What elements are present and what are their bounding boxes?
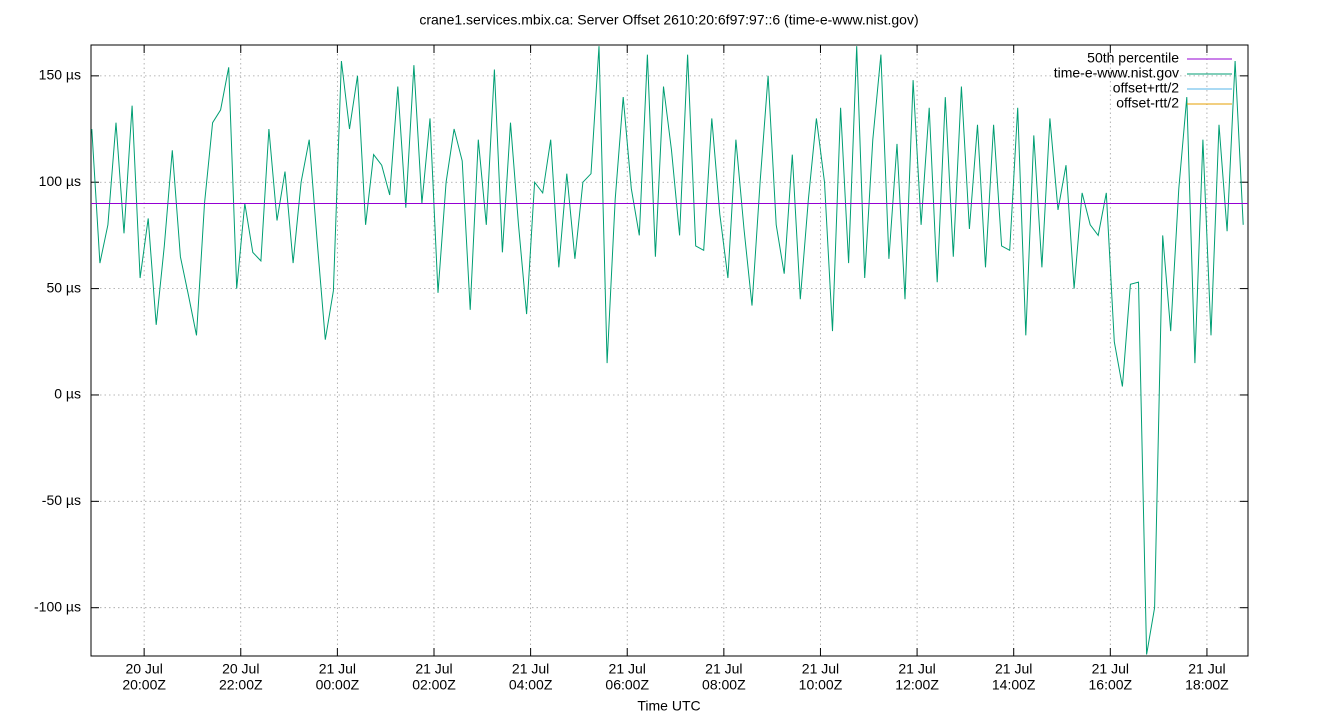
x-tick-label: 21 Jul bbox=[1092, 661, 1129, 677]
x-tick-label: 20:00Z bbox=[122, 677, 166, 693]
x-tick-label: 21 Jul bbox=[898, 661, 935, 677]
legend-label: time-e-www.nist.gov bbox=[1054, 65, 1179, 81]
plot-area bbox=[91, 46, 1248, 655]
x-tick-label: 06:00Z bbox=[605, 677, 649, 693]
y-tick-label: 0 µs bbox=[54, 386, 81, 402]
x-tick-label: 02:00Z bbox=[412, 677, 456, 693]
x-tick-label: 21 Jul bbox=[609, 661, 646, 677]
x-tick-label: 12:00Z bbox=[895, 677, 939, 693]
x-tick-label: 21 Jul bbox=[802, 661, 839, 677]
y-tick-label: 100 µs bbox=[39, 173, 81, 189]
x-tick-label: 18:00Z bbox=[1185, 677, 1229, 693]
chart-title: crane1.services.mbix.ca: Server Offset 2… bbox=[419, 12, 918, 28]
x-tick-label: 16:00Z bbox=[1089, 677, 1133, 693]
legend-label: offset-rtt/2 bbox=[1116, 95, 1179, 111]
x-axis-label: Time UTC bbox=[637, 698, 700, 714]
x-tick-label: 21 Jul bbox=[995, 661, 1032, 677]
x-tick-label: 10:00Z bbox=[799, 677, 843, 693]
plot-border bbox=[90, 44, 1249, 657]
x-tick-label: 14:00Z bbox=[992, 677, 1036, 693]
y-tick-label: 150 µs bbox=[39, 67, 81, 83]
x-tick-label: 04:00Z bbox=[509, 677, 553, 693]
x-tick-label: 00:00Z bbox=[316, 677, 360, 693]
x-tick-label: 20 Jul bbox=[125, 661, 162, 677]
x-tick-label: 21 Jul bbox=[1188, 661, 1225, 677]
y-tick-label: -100 µs bbox=[34, 598, 81, 614]
x-tick-label: 21 Jul bbox=[319, 661, 356, 677]
y-tick-label: -50 µs bbox=[42, 492, 81, 508]
legend-label: offset+rtt/2 bbox=[1113, 80, 1179, 96]
legend-label: 50th percentile bbox=[1087, 50, 1179, 66]
x-tick-label: 21 Jul bbox=[415, 661, 452, 677]
x-tick-label: 22:00Z bbox=[219, 677, 263, 693]
series-line bbox=[91, 46, 1244, 655]
y-tick-label: 50 µs bbox=[46, 279, 81, 295]
x-tick-label: 21 Jul bbox=[705, 661, 742, 677]
x-tick-label: 20 Jul bbox=[222, 661, 259, 677]
x-tick-label: 21 Jul bbox=[512, 661, 549, 677]
x-tick-label: 08:00Z bbox=[702, 677, 746, 693]
